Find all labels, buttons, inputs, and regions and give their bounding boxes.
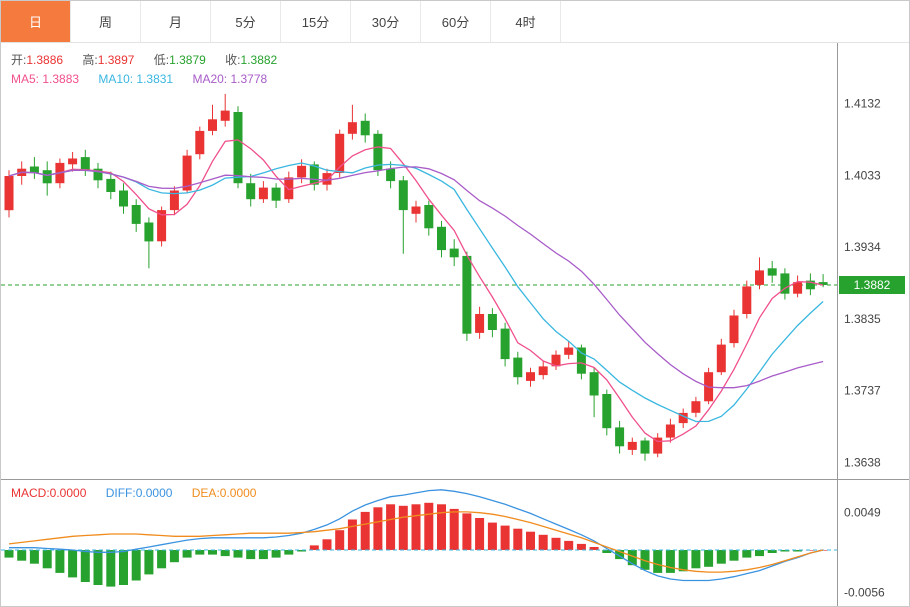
svg-text:1.4033: 1.4033 — [844, 168, 881, 182]
svg-text:1.3934: 1.3934 — [844, 240, 881, 254]
chart-area[interactable]: 1.4132 1.4033 1.3934 1.3835 1.3737 1.3638 0.00… — [1, 43, 910, 607]
svg-text:1.3835: 1.3835 — [844, 312, 881, 326]
tab-week[interactable]: 周 — [71, 1, 141, 42]
tab-60min[interactable]: 60分 — [421, 1, 491, 42]
svg-text:-0.0056: -0.0056 — [844, 586, 885, 600]
svg-text:0.0049: 0.0049 — [844, 506, 881, 520]
svg-text:1.4132: 1.4132 — [844, 96, 881, 110]
svg-text:1.3737: 1.3737 — [844, 383, 881, 397]
tab-15min[interactable]: 15分 — [281, 1, 351, 42]
tab-30min[interactable]: 30分 — [351, 1, 421, 42]
tab-day[interactable]: 日 — [1, 1, 71, 42]
tab-month[interactable]: 月 — [141, 1, 211, 42]
tab-5min[interactable]: 5分 — [211, 1, 281, 42]
period-tabbar: 日 周 月 5分 15分 30分 60分 4时 — [1, 1, 909, 43]
candlestick-macd-chart[interactable]: 1.4132 1.4033 1.3934 1.3835 1.3737 1.3638 0.00… — [1, 43, 910, 607]
tab-4hour[interactable]: 4时 — [491, 1, 561, 42]
svg-text:1.3638: 1.3638 — [844, 455, 881, 469]
svg-text:1.3882: 1.3882 — [854, 278, 891, 292]
